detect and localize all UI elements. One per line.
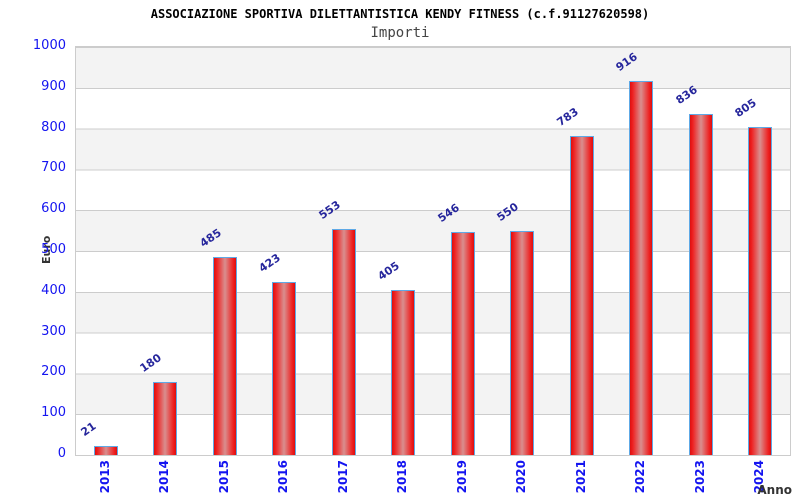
bar <box>212 257 237 455</box>
x-tick-label: 2015 <box>216 460 231 494</box>
y-tick-label: 500 <box>41 242 66 257</box>
bar-value-label: 916 <box>613 50 640 75</box>
x-tick-slot: 2014 <box>135 460 195 496</box>
bar <box>569 135 594 455</box>
bar-value-label: 180 <box>137 350 164 375</box>
x-tick-slot: 2019 <box>432 460 492 496</box>
y-tick-label: 0 <box>57 446 66 461</box>
x-axis-ticks: 2013 2014 2015 2016 2017 2018 2019 2020 2021 2022… <box>75 460 789 496</box>
x-tick-slot: 2015 <box>194 460 254 496</box>
x-tick-slot: 2021 <box>551 460 611 496</box>
bar-slot: 805 <box>731 47 791 455</box>
x-tick-slot: 2016 <box>254 460 314 496</box>
x-tick-slot: 2017 <box>313 460 373 496</box>
bar-slot: 21 <box>76 47 136 455</box>
bars-container: 21 180 485 423 553 405 546 550 783 916 836 805 <box>76 47 790 455</box>
x-axis-title: Anno <box>757 483 792 497</box>
bar <box>93 446 118 455</box>
y-tick-label: 900 <box>41 78 66 94</box>
bar-slot: 546 <box>433 47 493 455</box>
bar-value-label: 805 <box>732 95 759 120</box>
y-tick-label: 600 <box>41 201 66 217</box>
plot-area: 21 180 485 423 553 405 546 550 783 916 836 805 <box>75 46 791 456</box>
x-tick-slot: 2022 <box>611 460 671 496</box>
y-tick-label: 100 <box>41 405 66 421</box>
bar <box>272 282 297 455</box>
bar-value-label: 546 <box>435 201 462 226</box>
bar <box>688 113 713 455</box>
bar-slot: 405 <box>374 47 434 455</box>
bar-value-label: 783 <box>554 104 581 129</box>
x-tick-label: 2016 <box>276 460 291 494</box>
y-tick-label: 200 <box>41 364 66 380</box>
bar-slot: 836 <box>671 47 731 455</box>
bar <box>629 81 654 455</box>
bar-slot: 423 <box>255 47 315 455</box>
x-tick-label: 2013 <box>97 460 112 494</box>
bar <box>331 229 356 455</box>
x-tick-label: 2017 <box>335 460 350 494</box>
x-tick-label: 2019 <box>454 460 469 494</box>
bar-value-label: 405 <box>375 258 402 283</box>
chart-title: ASSOCIAZIONE SPORTIVA DILETTANTISTICA KE… <box>150 7 650 21</box>
x-tick-label: 2021 <box>573 460 588 494</box>
bar-slot: 916 <box>612 47 672 455</box>
x-tick-label: 2018 <box>395 460 410 494</box>
x-tick-slot: 2013 <box>75 460 135 496</box>
bar <box>748 126 773 455</box>
x-tick-label: 2022 <box>633 460 648 494</box>
bar-slot: 180 <box>136 47 196 455</box>
bar-value-label: 550 <box>494 199 521 224</box>
y-tick-label: 800 <box>41 119 66 135</box>
bar-value-label: 21 <box>78 420 99 440</box>
y-tick-label: 700 <box>41 160 66 176</box>
y-tick-label: 1000 <box>32 38 66 53</box>
x-tick-label: 2014 <box>157 460 172 494</box>
bar <box>510 230 535 455</box>
bar <box>450 232 475 455</box>
bar-value-label: 836 <box>673 83 700 107</box>
y-tick-label: 300 <box>41 323 66 339</box>
bar-slot: 553 <box>314 47 374 455</box>
x-tick-label: 2020 <box>514 460 529 494</box>
bar <box>153 381 178 455</box>
bar <box>391 289 416 455</box>
bar-slot: 485 <box>195 47 255 455</box>
x-tick-label: 2023 <box>692 460 707 494</box>
chart-subtitle: Importi <box>370 25 430 41</box>
x-tick-slot: 2023 <box>670 460 730 496</box>
x-tick-slot: 2018 <box>373 460 433 496</box>
x-tick-slot: 2020 <box>492 460 552 496</box>
bar-slot: 550 <box>493 47 553 455</box>
bar-value-label: 485 <box>197 226 224 251</box>
bar-slot: 783 <box>552 47 612 455</box>
y-tick-label: 400 <box>41 282 66 298</box>
bar-value-label: 553 <box>316 198 343 223</box>
bar-value-label: 423 <box>256 251 283 276</box>
